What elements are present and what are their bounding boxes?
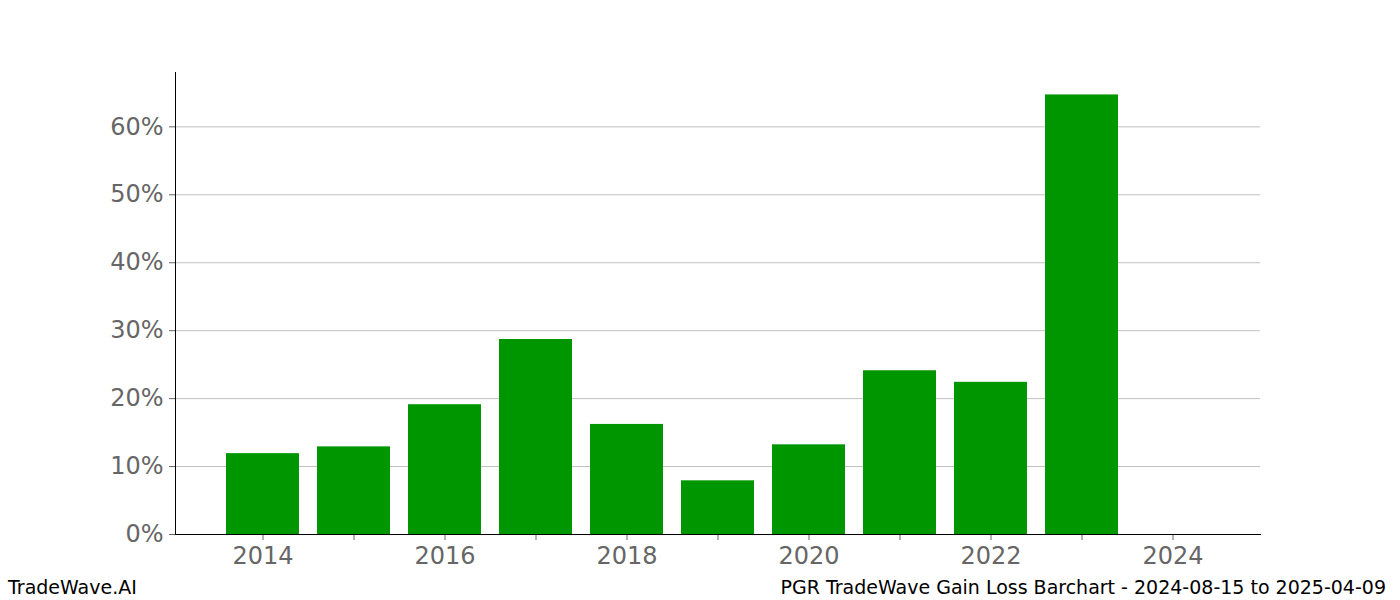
svg-text:2020: 2020 bbox=[778, 542, 839, 570]
svg-text:20%: 20% bbox=[110, 384, 163, 412]
svg-text:0%: 0% bbox=[125, 520, 163, 548]
svg-text:2014: 2014 bbox=[232, 542, 293, 570]
svg-text:10%: 10% bbox=[110, 452, 163, 480]
svg-text:60%: 60% bbox=[110, 113, 163, 141]
svg-text:40%: 40% bbox=[110, 248, 163, 276]
svg-text:2024: 2024 bbox=[1142, 542, 1203, 570]
svg-text:2016: 2016 bbox=[414, 542, 475, 570]
html-text:TradeWave.AI: TradeWave.AI bbox=[8, 576, 137, 598]
html-text:PGR TradeWave Gain Loss Barcha: PGR TradeWave Gain Loss Barchart - 2024-… bbox=[780, 576, 1386, 598]
svg-text:30%: 30% bbox=[110, 316, 163, 344]
svg-text:50%: 50% bbox=[110, 180, 163, 208]
svg-text:2018: 2018 bbox=[596, 542, 657, 570]
svg-text:2022: 2022 bbox=[960, 542, 1021, 570]
